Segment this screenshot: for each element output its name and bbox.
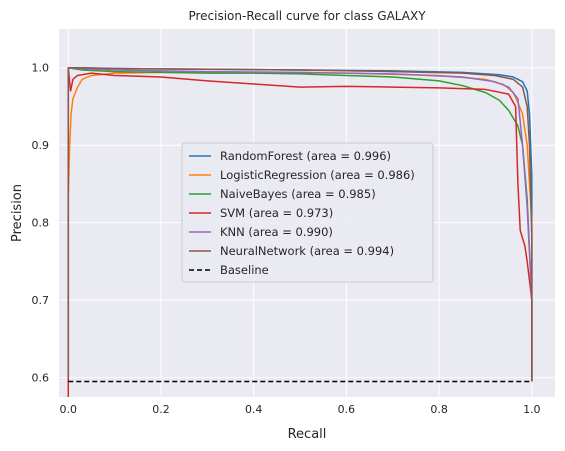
legend-label-naivebayes: NaiveBayes (area = 0.985) [220,187,376,201]
legend-label-neuralnetwork: NeuralNetwork (area = 0.994) [220,244,394,258]
series-line-svm [67,66,533,397]
y-tick-label: 0.8 [32,217,50,230]
tick-labels: 0.0 0.2 0.4 0.6 0.8 1.0 0.6 0.7 0.8 0.9 1.0 [32,62,541,416]
x-tick-label: 0.0 [60,403,78,416]
y-tick-label: 0.6 [32,372,50,385]
legend-box [181,142,434,283]
y-tick-label: 0.9 [32,139,50,152]
y-axis-label: Precision [10,184,25,242]
series-line-neuralnetwork [67,66,533,382]
series-lines [67,66,533,397]
x-tick-label: 1.0 [523,403,541,416]
legend-label-randomforest: RandomForest (area = 0.996) [220,149,391,163]
legend-label-knn: KNN (area = 0.990) [220,225,333,239]
chart-title: Precision-Recall curve for class GALAXY [188,9,426,23]
series-line-knn [67,66,533,382]
y-tick-label: 0.7 [32,294,50,307]
legend-label-svm: SVM (area = 0.973) [220,206,333,220]
x-tick-label: 0.4 [245,403,263,416]
x-axis-label: Recall [288,427,327,442]
legend-label-logisticregression: LogisticRegression (area = 0.986) [220,168,415,182]
x-tick-label: 0.2 [152,403,170,416]
x-tick-label: 0.8 [430,403,448,416]
y-tick-label: 1.0 [32,62,50,75]
legend-label-baseline: Baseline [220,263,269,277]
x-tick-label: 0.6 [338,403,356,416]
legend: RandomForest (area = 0.996) LogisticRegre… [181,142,434,283]
